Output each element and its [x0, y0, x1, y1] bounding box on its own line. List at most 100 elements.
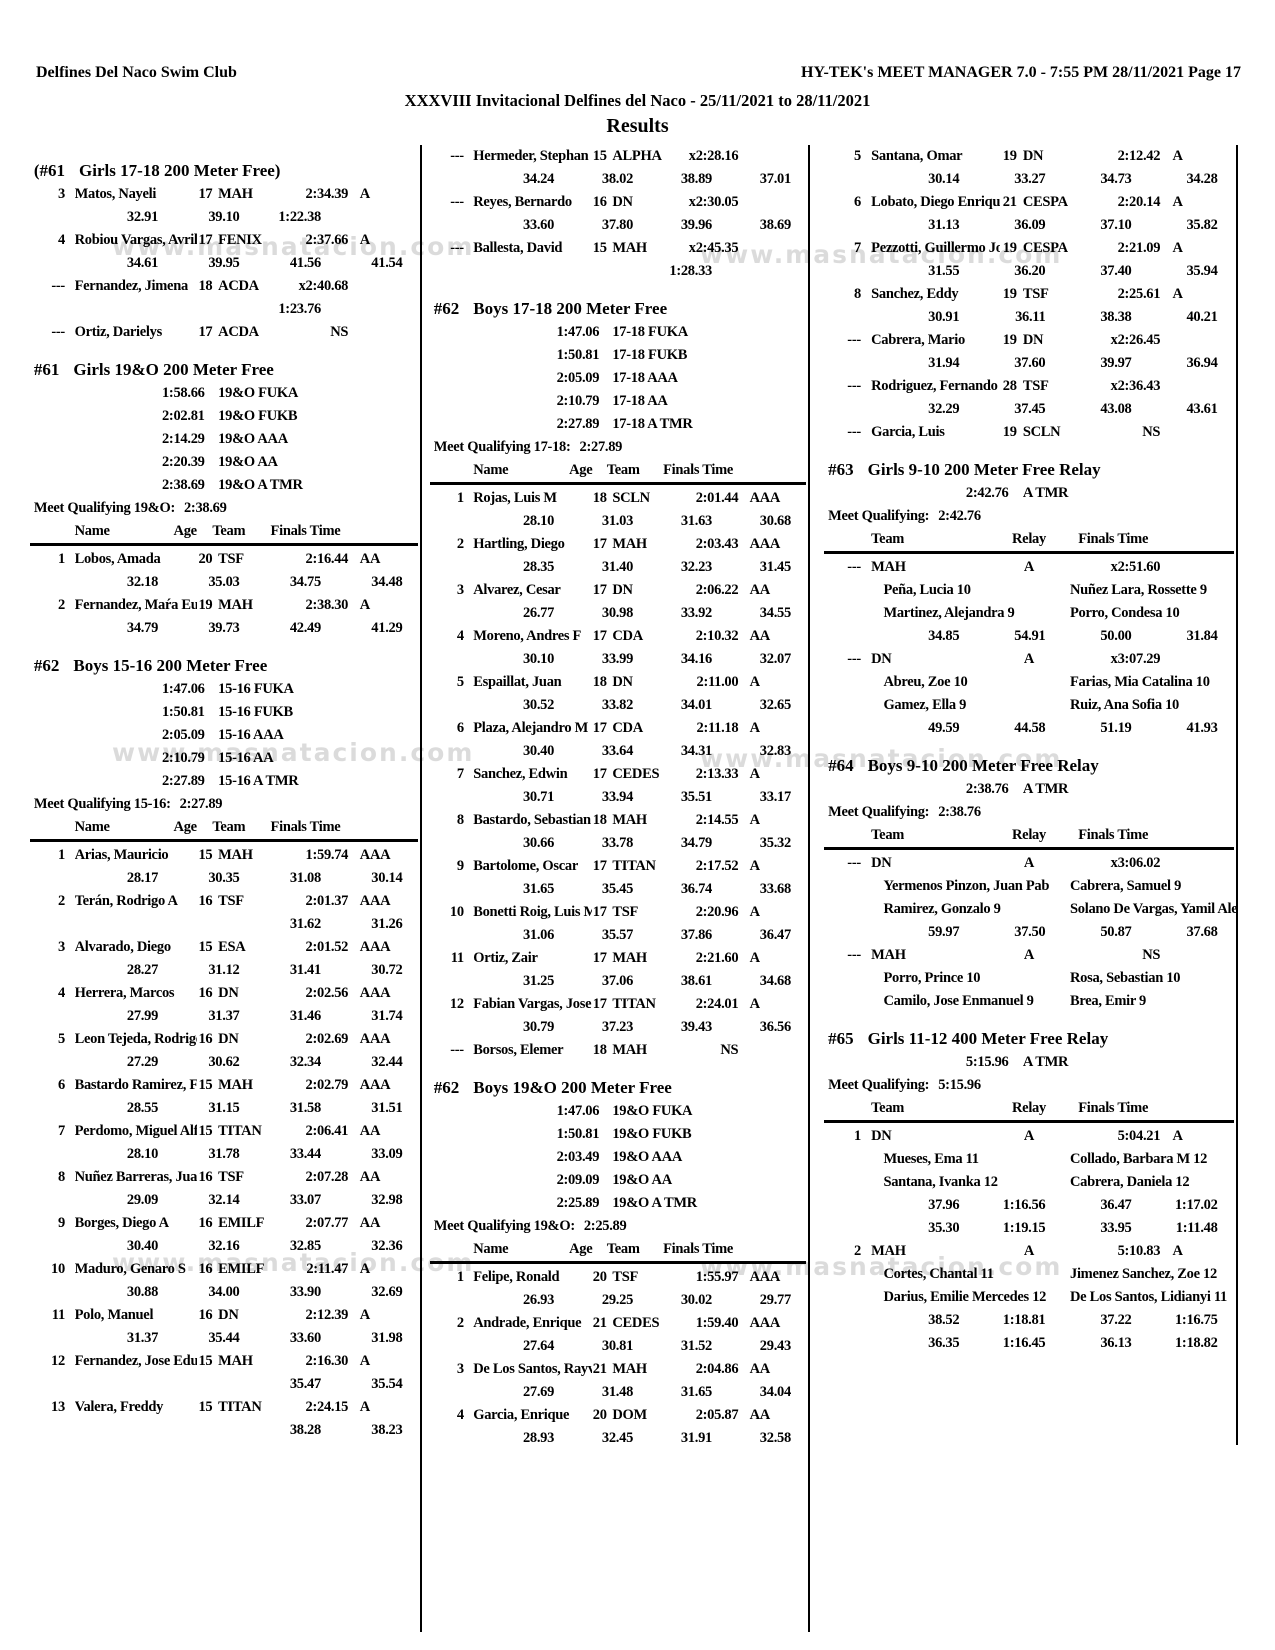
- split-time: [158, 298, 239, 321]
- split-times: 1:23.76: [30, 298, 418, 321]
- split-time: 1:18.81: [1002, 1312, 1046, 1328]
- team: CDA: [612, 628, 643, 644]
- place: 5: [853, 148, 861, 164]
- standard-badge: A: [749, 950, 760, 966]
- split-times: 38.52 1:18.81 37.22 1:16.75: [824, 1309, 1234, 1332]
- split-time: 37.40: [1100, 263, 1132, 279]
- meet-qualifying: Meet Qualifying 15-16: 2:27.89: [30, 793, 418, 816]
- place: ---: [847, 651, 861, 667]
- split-time: 31.51: [371, 1100, 403, 1116]
- time-standard: 1:50.81 19&O FUKB: [430, 1123, 806, 1146]
- swimmer-name: Nuñez Barreras, Juan: [74, 1169, 197, 1185]
- standard-time: 2:38.69: [161, 477, 205, 493]
- place: 13: [51, 1399, 65, 1415]
- results-column-1: (#61 Girls 17-18 200 Meter Free) 3 Matos, N…: [30, 145, 418, 1442]
- split-time: 26.93: [522, 1292, 555, 1308]
- team: TSF: [218, 551, 244, 567]
- finals-time: 2:21.09: [1117, 240, 1161, 256]
- table-header: Name Age Team Finals Time: [30, 520, 418, 546]
- split-time: 30.14: [928, 171, 960, 187]
- split-time: 34.79: [126, 620, 159, 636]
- standard-time: 2:05.09: [161, 727, 205, 743]
- standard-badge: A: [749, 720, 760, 736]
- event-name: Girls 11-12 400 Meter Free Relay: [867, 1029, 1109, 1048]
- team: DN: [1022, 148, 1044, 164]
- standard-label: 15-16 AA: [218, 750, 274, 766]
- relay-swimmer: Cabrera, Samuel 9: [1070, 878, 1182, 894]
- split-time: 41.29: [371, 620, 403, 636]
- column-header-team: Team: [871, 827, 905, 843]
- standard-time: 1:47.06: [556, 324, 600, 340]
- result-row: --- Reyes, Bernardo 16 DN x2:30.05: [430, 191, 806, 214]
- place: 3: [456, 1361, 464, 1377]
- table-header: Team Relay Finals Time: [824, 824, 1234, 850]
- team: DN: [612, 194, 633, 210]
- time-standard: 2:05.09 15-16 AAA: [30, 724, 418, 747]
- swimmer-name: Ballesta, David: [473, 240, 563, 256]
- finals-time: 1:55.97: [695, 1269, 739, 1285]
- qualifying-label: Meet Qualifying:: [828, 508, 930, 524]
- result-row: 7 Perdomo, Miguel Alfo 15 TITAN 2:06.41 AA: [30, 1120, 418, 1143]
- time-standard: 2:02.81 19&O FUKB: [30, 405, 418, 428]
- split-times: 26.93 29.25 30.02 29.77: [430, 1289, 806, 1312]
- time-standard: 2:27.89 15-16 A TMR: [30, 770, 418, 793]
- swimmer-name: Sanchez, Eddy: [871, 286, 959, 302]
- split-time: 33.17: [759, 789, 791, 805]
- age: 21: [592, 1361, 607, 1377]
- relay-swimmer: Porro, Condesa 10: [1070, 605, 1180, 621]
- swimmer-name: Santana, Omar: [871, 148, 963, 164]
- finals-time: 2:16.30: [305, 1353, 349, 1369]
- table-header: Name Age Team Finals Time: [430, 1238, 806, 1264]
- split-time: 31.65: [522, 881, 555, 897]
- finals-time: NS: [1142, 947, 1161, 963]
- split-time: 36.13: [1100, 1335, 1132, 1351]
- split-time: 1:17.02: [1174, 1197, 1218, 1213]
- age: 18: [592, 490, 607, 506]
- event-name: Boys 9-10 200 Meter Free Relay: [867, 756, 1099, 775]
- age: 21: [1002, 194, 1017, 210]
- finals-time: 2:11.00: [696, 674, 739, 690]
- finals-time: 5:10.83: [1117, 1243, 1161, 1259]
- result-row: --- Hermeder, Stephan 15 ALPHA x2:28.16: [430, 145, 806, 168]
- standard-time: 2:42.76: [965, 485, 1009, 501]
- split-time: 31.03: [601, 513, 634, 529]
- time-standard: 2:38.76 A TMR: [824, 778, 1234, 801]
- relay-swimmer: Martinez, Alejandra 9: [883, 605, 1015, 621]
- time-standard: 2:14.29 19&O AAA: [30, 428, 418, 451]
- qualifying-time: 2:38.69: [183, 500, 227, 516]
- split-time: 30.71: [522, 789, 555, 805]
- split-time: 31.65: [680, 1384, 712, 1400]
- column-header-finals-time: Finals Time: [663, 1241, 733, 1257]
- split-times: 28.17 30.35 31.08 30.14: [30, 867, 418, 890]
- age: 16: [198, 1307, 213, 1323]
- split-times: 34.61 39.95 41.56 41.54: [30, 252, 418, 275]
- swimmer-name: Polo, Manuel: [74, 1307, 154, 1323]
- swimmer-name: Felipe, Ronald: [473, 1269, 560, 1285]
- result-row: 11 Ortiz, Zair 17 MAH 2:21.60 A: [430, 947, 806, 970]
- result-row: 8 Nuñez Barreras, Juan 16 TSF 2:07.28 AA: [30, 1166, 418, 1189]
- relay-swimmers: Gamez, Ella 9 Ruiz, Ana Sofia 10: [824, 694, 1234, 717]
- age: 19: [198, 597, 213, 613]
- place: 11: [51, 1307, 65, 1323]
- split-time: 1:16.56: [1002, 1197, 1046, 1213]
- place: 6: [57, 1077, 65, 1093]
- relay-swimmer: Mueses, Ema 11: [883, 1151, 979, 1167]
- split-times: 28.10 31.78 33.44 33.09: [30, 1143, 418, 1166]
- event-section: (#61 Girls 17-18 200 Meter Free) 3 Matos, N…: [30, 158, 418, 344]
- age: 15: [198, 1399, 213, 1415]
- split-time: 33.94: [601, 789, 634, 805]
- finals-time: 2:03.43: [695, 536, 739, 552]
- relay-swimmer: Farias, Mia Catalina 10: [1070, 674, 1210, 690]
- split-time: 32.85: [289, 1238, 321, 1254]
- split-time: 32.18: [126, 574, 159, 590]
- standard-badge: AAA: [359, 985, 391, 1001]
- split-time: 38.28: [289, 1422, 321, 1438]
- split-time: 39.10: [208, 209, 240, 225]
- swimmer-name: Rodriguez, Fernando: [871, 378, 998, 394]
- team: MAH: [612, 1361, 647, 1377]
- split-time: 33.90: [289, 1284, 321, 1300]
- result-row: 1 Felipe, Ronald 20 TSF 1:55.97 AAA: [430, 1266, 806, 1289]
- age: 15: [592, 148, 607, 164]
- age: 15: [198, 847, 213, 863]
- place: 8: [57, 1169, 65, 1185]
